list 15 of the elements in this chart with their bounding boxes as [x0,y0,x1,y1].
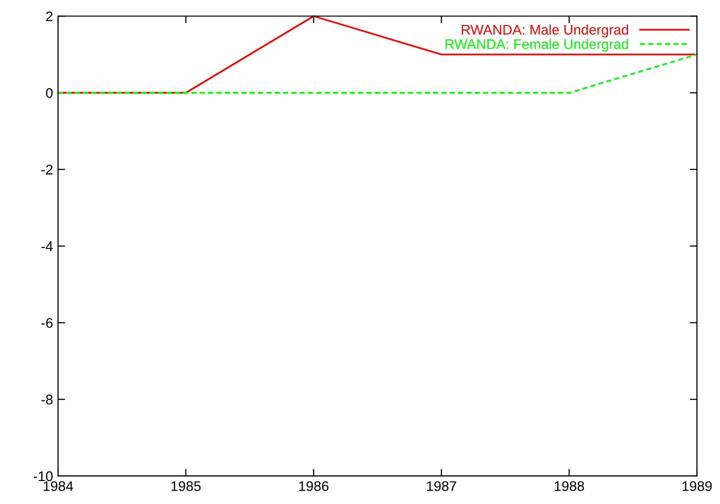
x-tick-label: 1989 [682,481,712,492]
y-tick-label: -10 [34,471,53,482]
legend-label: RWANDA: Female Undergrad [446,38,628,52]
y-tick-label: -8 [41,394,53,405]
x-tick-label: 1988 [554,481,584,492]
legend-label: RWANDA: Male Undergrad [462,24,628,38]
x-tick-label: 1986 [299,481,328,492]
y-tick-label: 2 [46,11,52,22]
y-tick-label: -6 [41,318,53,328]
x-tick-label: 1987 [427,481,456,492]
x-tick-label: 1985 [171,481,201,492]
x-tick-label: 1984 [44,481,74,492]
y-tick-label: 0 [46,88,53,98]
y-tick-label: -2 [41,164,52,174]
y-tick-label: -4 [41,242,53,252]
